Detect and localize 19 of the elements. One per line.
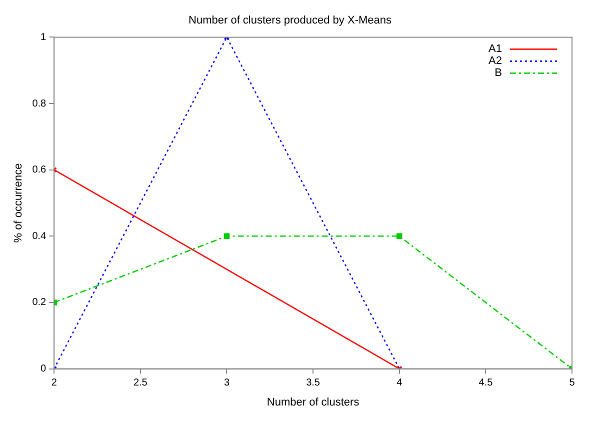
x-tick-label: 3 [224,378,230,389]
y-tick-label: 0.6 [32,164,47,176]
y-axis-title: % of occurrence [12,163,25,243]
x-tick-label: 5 [569,378,576,389]
y-tick-label: 1 [40,32,47,43]
x-tick-label: 3.5 [306,378,320,389]
x-tick-label: 4.5 [478,378,494,389]
y-tick-label: 0 [40,364,47,375]
x-tick-label: 4 [396,378,403,389]
chart-title: Number of clusters produced by X-Means [188,14,392,27]
x-tick-label: 2 [51,378,58,389]
x-tick-label: 2.5 [133,378,148,389]
y-tick-label: 0.8 [32,98,47,110]
legend-label: A1 [488,43,502,56]
x-axis-title: Number of clusters [266,396,360,408]
legend-label: A2 [488,55,502,68]
y-tick-label: 0.4 [32,230,47,242]
legend-label: B [494,67,502,80]
y-tick-label: 0.2 [32,297,47,308]
